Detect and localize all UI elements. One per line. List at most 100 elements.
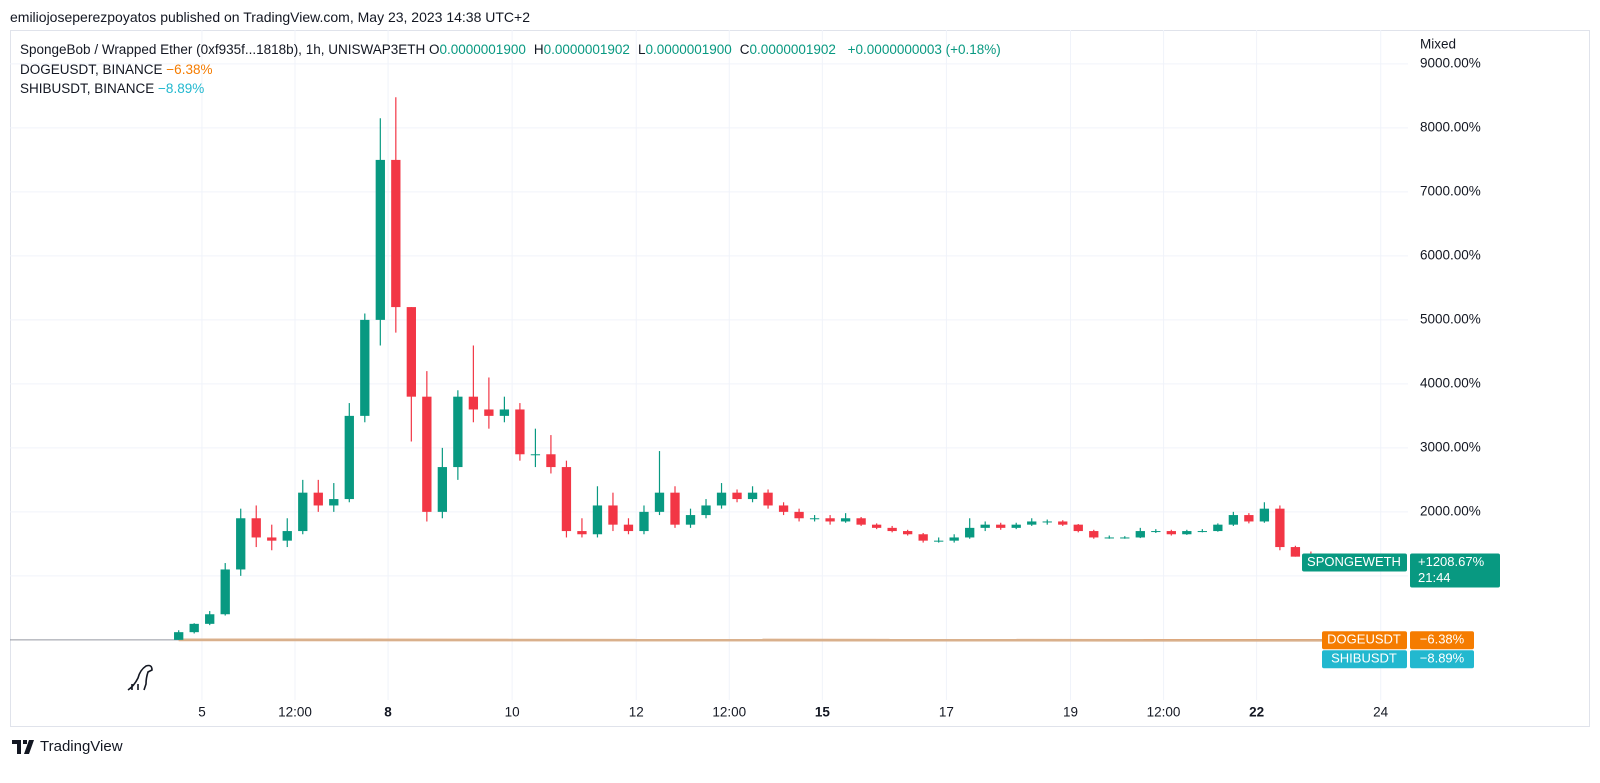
candle-body [360, 319, 370, 416]
candle-body [623, 524, 634, 532]
candle-body [1011, 524, 1021, 528]
candle-body [453, 396, 463, 468]
price-tag-value: +1208.67% [1418, 554, 1485, 569]
x-tick-label: 17 [939, 705, 954, 720]
x-tick-label: 12:00 [1147, 705, 1181, 720]
price-tag-value: −8.89% [1420, 651, 1465, 666]
candle-body [608, 505, 618, 525]
candle-body [561, 467, 572, 532]
candle-body [468, 396, 479, 410]
ohlc-value: 0.0000001900 [645, 42, 732, 57]
candle-body [996, 524, 1006, 528]
y-tick-label: 5000.00% [1420, 311, 1481, 326]
candle-body [1244, 515, 1254, 522]
candle-body [1197, 531, 1207, 533]
x-tick-label: 12:00 [712, 705, 746, 720]
x-tick-label: 24 [1373, 705, 1389, 720]
candle-body [499, 409, 510, 416]
candle-body [825, 518, 835, 522]
ohlc-key: H [533, 42, 544, 57]
legend-symbol: SHIBUSDT, BINANCE [20, 81, 155, 96]
candle-body [639, 511, 649, 532]
x-tick-label: 15 [815, 705, 831, 720]
legend-change: +0.0000000003 (+0.18%) [847, 42, 1001, 57]
candle-body [763, 492, 773, 506]
candle-body [267, 537, 277, 541]
candle-body [375, 159, 385, 320]
legend-compare: SHIBUSDT, BINANCE −8.89% [20, 79, 1001, 99]
candle-body [654, 492, 665, 512]
candle-body [174, 632, 184, 640]
candle-body [1120, 537, 1130, 539]
candle-body [344, 415, 354, 500]
y-tick-label: 7000.00% [1420, 183, 1481, 198]
candle-body [902, 531, 913, 535]
candle-body [794, 511, 804, 519]
candle-body [329, 499, 339, 506]
candle-body [732, 492, 742, 500]
y-tick-label: 2000.00% [1420, 503, 1481, 518]
candle-body [1275, 508, 1285, 548]
legend-change: −6.38% [166, 61, 213, 77]
candle-body [1073, 524, 1083, 532]
legend-symbol: SpongeBob / Wrapped Ether (0xf935f...181… [20, 42, 426, 57]
price-tag-name [1322, 631, 1407, 650]
candle-body [918, 534, 928, 541]
candle-body [251, 518, 261, 538]
x-tick-label: 12 [629, 705, 644, 720]
candle-body [1058, 521, 1068, 525]
candle-body [856, 518, 866, 525]
candle-body [1228, 515, 1239, 525]
candle-body [747, 492, 758, 500]
price-tag-name-text: SPONGEWETH [1307, 554, 1401, 569]
price-tag-name [1302, 553, 1407, 572]
candle-body [236, 518, 246, 570]
ohlc-key: C [739, 42, 750, 57]
x-tick-label: 12:00 [278, 705, 312, 720]
candle-body [701, 505, 711, 516]
x-tick-label: 10 [505, 705, 520, 720]
price-tag-name [1322, 650, 1407, 669]
compare-line [178, 638, 1327, 642]
candle-body [515, 409, 525, 455]
chart-frame [10, 30, 1590, 727]
candle-body [437, 467, 448, 512]
candle-body [871, 524, 882, 528]
candle-body [965, 527, 975, 538]
candle-body [887, 527, 897, 532]
candle-body [189, 623, 199, 633]
candle-body [422, 396, 432, 512]
candle-body [1259, 508, 1270, 522]
candle-body [670, 492, 680, 525]
candle-body [282, 531, 292, 541]
x-tick-label: 22 [1249, 705, 1264, 720]
legend-compare: DOGEUSDT, BINANCE −6.38% [20, 60, 1001, 80]
y-tick-label: 3000.00% [1420, 439, 1481, 454]
ohlc-value: 0.0000001902 [543, 42, 630, 57]
footer-logo [12, 739, 34, 754]
footer-brand: TradingView [40, 738, 123, 755]
candle-body [406, 307, 416, 397]
mascot-icon [127, 664, 153, 691]
legend-main: SpongeBob / Wrapped Ether (0xf935f...181… [20, 40, 1001, 60]
candle-body [546, 454, 556, 468]
candle-body [1182, 531, 1192, 535]
candle-body [809, 518, 820, 520]
candle-body [1166, 531, 1176, 535]
candle-body [205, 614, 215, 624]
y-tick-label: 6000.00% [1420, 247, 1481, 262]
candle-body [1151, 531, 1161, 533]
legend-ohlc: O0.0000001900 H0.0000001902 L0.0000001900 C… [429, 42, 844, 57]
candle-body [1089, 531, 1099, 538]
candle-body [530, 454, 541, 456]
candle-body [716, 492, 727, 506]
scale-mode: Mixed [1420, 37, 1456, 52]
price-tag [1410, 631, 1474, 650]
x-tick-label: 19 [1063, 705, 1078, 720]
candle-body [1290, 547, 1301, 557]
ohlc-key: L [637, 42, 646, 57]
legend-symbol: DOGEUSDT, BINANCE [20, 61, 163, 77]
y-tick-label: 4000.00% [1420, 375, 1481, 390]
